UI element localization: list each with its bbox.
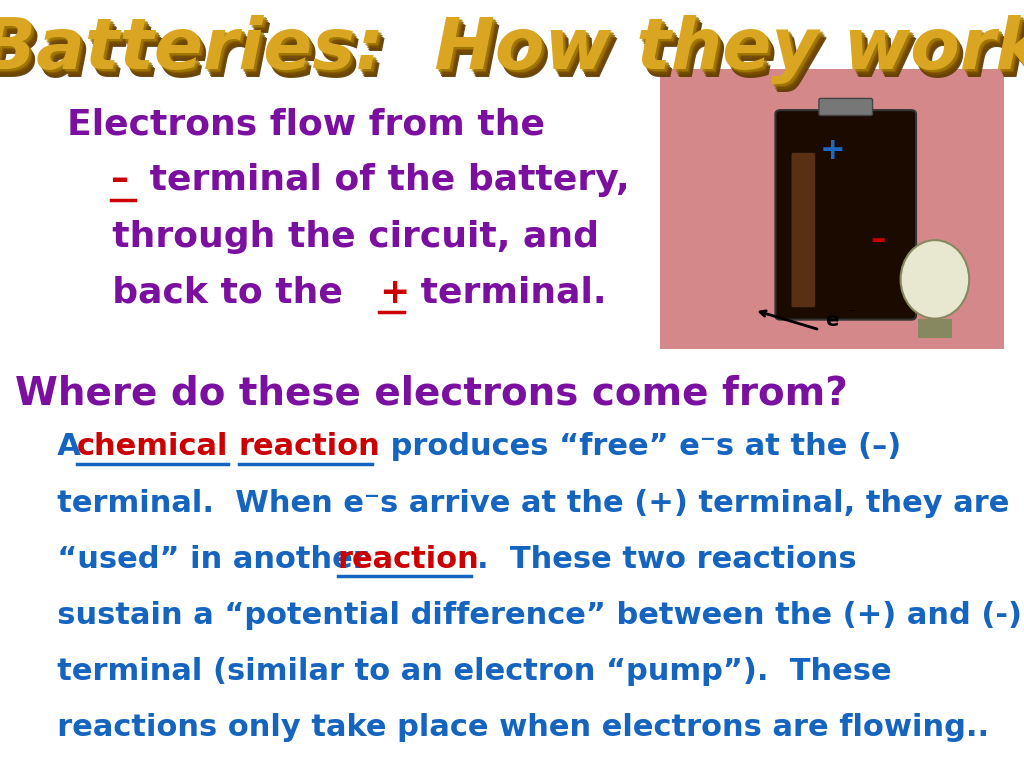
Text: “used” in another: “used” in another (36, 545, 378, 574)
Text: terminal of the battery,: terminal of the battery, (137, 164, 630, 197)
Text: .  These two reactions: . These two reactions (477, 545, 857, 574)
Text: Batteries:  How they work: Batteries: How they work (0, 23, 1024, 92)
Text: Electrons flow from the: Electrons flow from the (67, 108, 545, 141)
Text: Batteries:  How they work: Batteries: How they work (0, 22, 1024, 91)
Text: terminal (similar to an electron “pump”).  These: terminal (similar to an electron “pump”)… (36, 657, 892, 686)
Text: reaction: reaction (239, 432, 380, 462)
Text: Batteries:  How they work: Batteries: How they work (0, 15, 1024, 84)
Text: Batteries:  How they work: Batteries: How they work (0, 17, 1024, 86)
Text: +: + (820, 136, 846, 165)
FancyBboxPatch shape (792, 153, 815, 307)
Text: reactions only take place when electrons are flowing..: reactions only take place when electrons… (36, 713, 989, 742)
Text: terminal.: terminal. (408, 276, 606, 310)
Text: chemical: chemical (77, 432, 228, 462)
Text: back to the: back to the (87, 276, 355, 310)
FancyBboxPatch shape (819, 98, 872, 115)
FancyBboxPatch shape (918, 319, 952, 338)
FancyBboxPatch shape (775, 110, 916, 319)
FancyBboxPatch shape (660, 69, 1004, 349)
Text: terminal.  When e⁻s arrive at the (+) terminal, they are: terminal. When e⁻s arrive at the (+) ter… (36, 488, 1010, 518)
Ellipse shape (901, 240, 969, 319)
Text: through the circuit, and: through the circuit, and (87, 220, 599, 253)
Text: –: – (870, 224, 886, 253)
Text: produces “free” e⁻s at the (–): produces “free” e⁻s at the (–) (380, 432, 901, 462)
Text: Batteries:  How they work: Batteries: How they work (0, 20, 1024, 89)
Text: –: – (111, 164, 129, 197)
Text: +: + (379, 276, 410, 310)
Text: ⁻: ⁻ (848, 306, 856, 321)
Text: reaction: reaction (338, 545, 479, 574)
Text: A: A (36, 432, 91, 462)
Text: e: e (824, 311, 839, 330)
Text: Where do these electrons come from?: Where do these electrons come from? (15, 374, 848, 412)
Text: Batteries:  How they work: Batteries: How they work (0, 18, 1024, 88)
Text: sustain a “potential difference” between the (+) and (-): sustain a “potential difference” between… (36, 601, 1022, 630)
